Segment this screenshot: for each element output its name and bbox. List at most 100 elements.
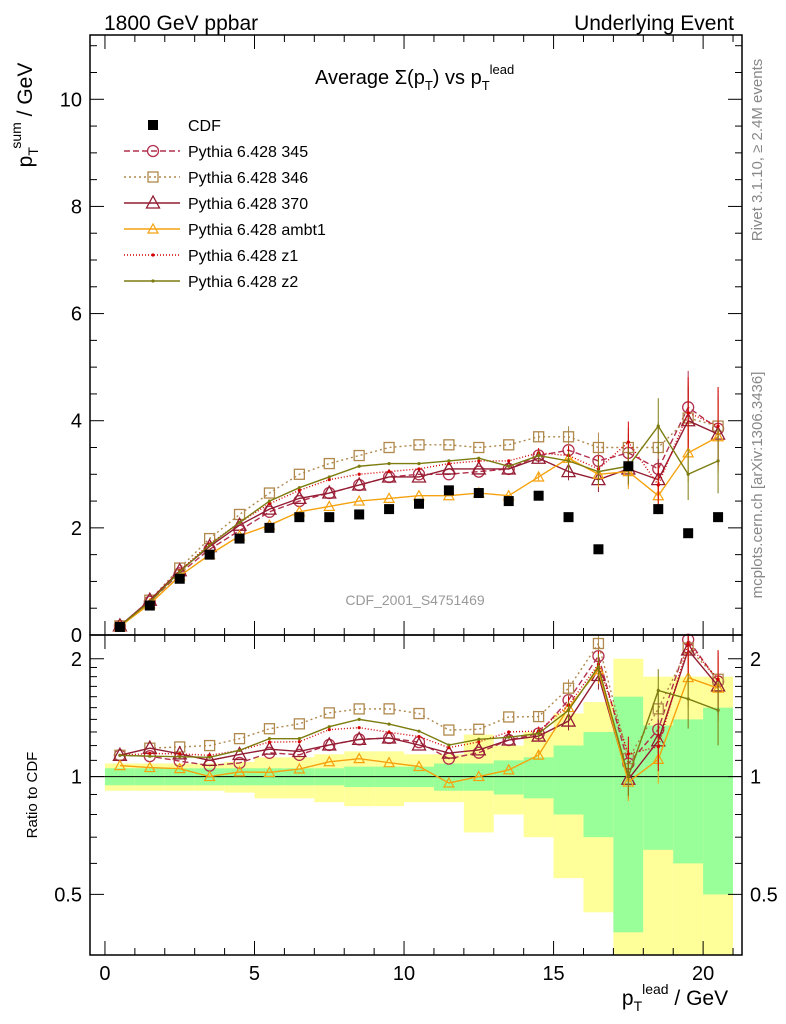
series-point (327, 475, 331, 479)
series-point (387, 461, 391, 466)
ratio-tick-label: 1 (71, 767, 82, 789)
data-point (114, 621, 125, 632)
series-point (566, 459, 571, 463)
series-ratio-point (471, 741, 487, 756)
series-point (532, 431, 545, 443)
series-ratio-line (119, 638, 719, 767)
ratio-tick-label-right: 2 (750, 649, 761, 671)
series-ratio-point (441, 744, 457, 759)
legend-entry: Pythia 6.428 z2 (124, 274, 298, 291)
data-point (503, 496, 514, 507)
series-ratio-point (113, 759, 126, 771)
legend: CDF Pythia 6.428 345 Pythia 6.428 346 Pythi… (124, 118, 326, 291)
series-ratio-point (413, 707, 425, 720)
mcplots-label: mcplots.cern.ch [arXiv:1306.3436] (749, 372, 766, 599)
series-ratio-point (387, 722, 391, 726)
y-tick-label: 10 (60, 89, 82, 111)
series-ratio-point (261, 740, 278, 755)
series-ratio-point (357, 717, 361, 721)
data-point (354, 509, 365, 520)
series-point (387, 470, 391, 474)
series-point (293, 468, 306, 480)
legend-marker (151, 253, 155, 257)
series-ratio-point (327, 728, 331, 732)
series-ratio-point (501, 731, 517, 746)
series-point (267, 502, 272, 506)
series-ratio-point (507, 730, 511, 734)
series-ratio-point (203, 770, 216, 782)
x-tick-label: 20 (692, 963, 714, 985)
ratio-band-inner (523, 757, 554, 799)
series-point (596, 470, 601, 474)
series-ratio-point (383, 703, 395, 715)
series-ratio-point (203, 739, 216, 752)
ratio-tick-label-right: 1 (750, 767, 761, 789)
chart-title: Average Σ(pT) vs pTlead (315, 62, 514, 93)
data-point (623, 461, 634, 472)
legend-entry: Pythia 6.428 370 (124, 194, 308, 213)
series-ratio-point (626, 752, 630, 756)
ratio-tick-label: 0.5 (54, 884, 82, 906)
series-ratio-point (716, 708, 720, 712)
series-ratio-point (174, 741, 186, 753)
series-ratio-point (686, 697, 690, 701)
data-point (443, 485, 454, 496)
series-point (447, 461, 451, 466)
data-point (593, 544, 604, 555)
header-left: 1800 GeV ppbar (104, 12, 258, 35)
series-ratio-point (447, 743, 451, 747)
data-markers (114, 461, 724, 632)
series-ratio-point (172, 745, 188, 760)
series-point (263, 487, 276, 499)
series-ratio-point (477, 740, 481, 744)
legend-label: Pythia 6.428 z2 (188, 274, 298, 291)
legend-entry: CDF (148, 118, 221, 135)
y-tick-label: 4 (71, 411, 82, 433)
series-ratio-point (503, 711, 515, 723)
series-point (417, 467, 421, 471)
series-ratio-point (231, 746, 248, 761)
series-ratio-point (592, 637, 605, 650)
legend-marker (145, 194, 161, 209)
data-point (713, 512, 724, 523)
series-point (321, 484, 337, 499)
ratio-uncertainty-bands (104, 658, 734, 955)
series-ratio-point (532, 710, 545, 723)
series-point (327, 478, 331, 482)
series-ratio-point (293, 762, 306, 774)
series-point (291, 490, 307, 505)
series-ratio-point (442, 776, 455, 788)
legend-label: Pythia 6.428 ambt1 (188, 222, 326, 239)
series-ratio-point (267, 740, 272, 744)
series-ratio-point (353, 703, 365, 715)
series-ratio-point (178, 755, 182, 759)
series-ratio-point (263, 723, 276, 735)
series-point (716, 459, 720, 463)
series-ratio-point (656, 688, 660, 693)
series-ratio-point (293, 718, 306, 730)
legend-marker (146, 144, 160, 158)
series-ratio-point (443, 724, 455, 736)
series-ratio-point (387, 730, 391, 734)
series-point (447, 459, 451, 463)
ratio-band-inner (613, 696, 644, 933)
data-point (473, 488, 484, 499)
data-point (324, 512, 335, 523)
series-point (686, 472, 690, 476)
series-line (119, 436, 719, 627)
data-point (234, 533, 245, 544)
data-point (653, 504, 664, 515)
x-tick-label: 10 (393, 963, 415, 985)
series-ratio-point (412, 760, 426, 772)
series-ratio-point (417, 734, 421, 739)
data-point (174, 573, 185, 584)
series-point (626, 440, 630, 444)
series-point (357, 464, 361, 468)
series-lines (112, 370, 726, 802)
series-ratio-point (537, 731, 541, 736)
series-ratio-point (173, 762, 186, 774)
series-ratio-point (351, 731, 367, 746)
ratio-tick-label-right: 0.5 (750, 884, 778, 906)
series-point (507, 464, 511, 468)
analysis-watermark: CDF_2001_S4751469 (345, 592, 485, 608)
